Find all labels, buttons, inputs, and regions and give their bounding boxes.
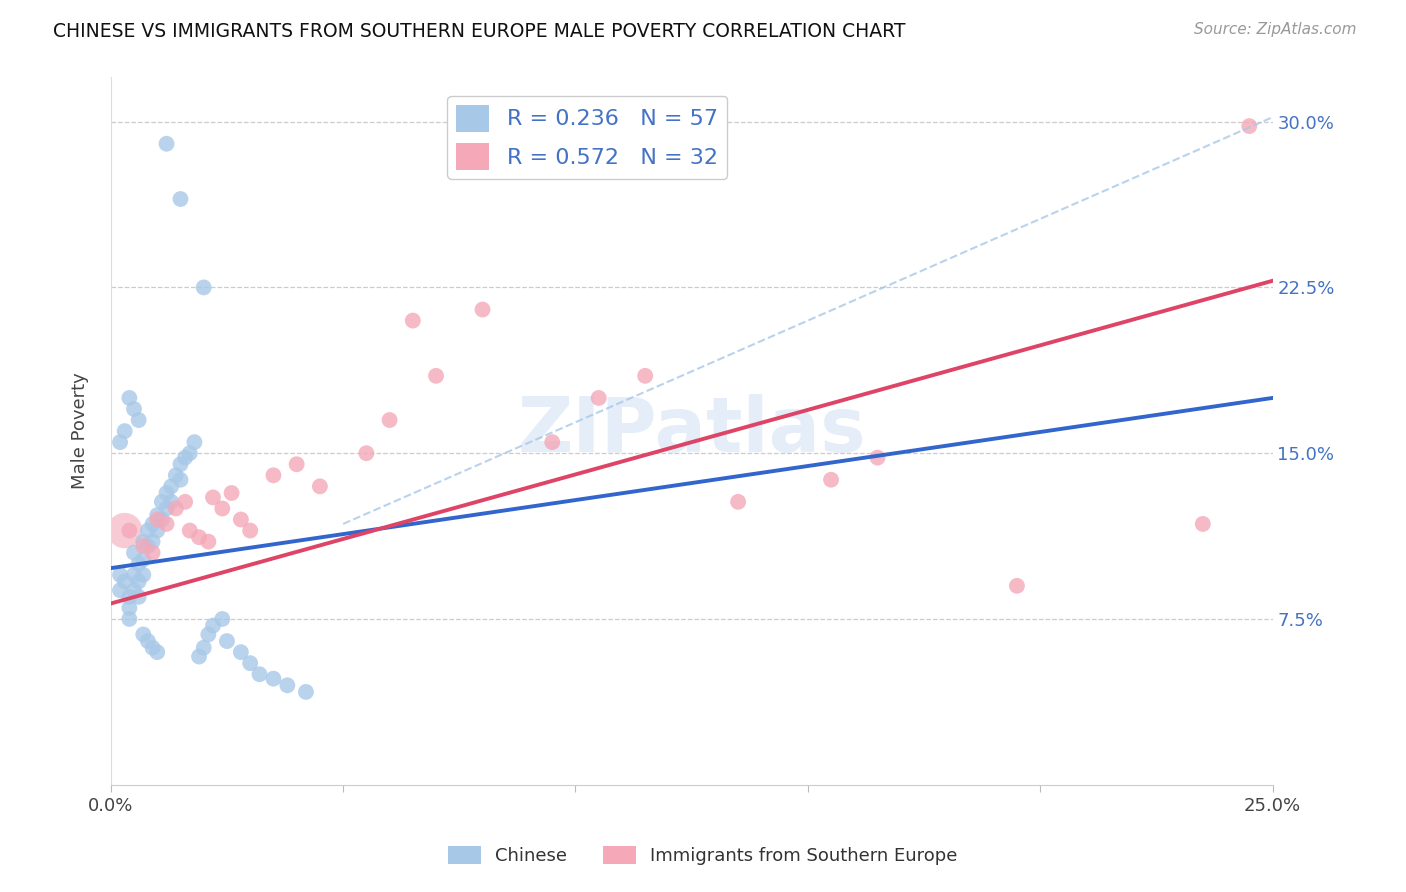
- Point: [122, 567, 145, 582]
- Point: [108, 567, 131, 582]
- Point: [188, 649, 211, 664]
- Point: [378, 413, 401, 427]
- Point: [122, 402, 145, 417]
- Legend: Chinese, Immigrants from Southern Europe: Chinese, Immigrants from Southern Europe: [441, 838, 965, 872]
- Point: [201, 618, 224, 632]
- Point: [193, 280, 215, 294]
- Point: [132, 552, 155, 566]
- Point: [201, 491, 224, 505]
- Point: [114, 524, 136, 538]
- Point: [128, 590, 150, 604]
- Point: [118, 601, 141, 615]
- Point: [142, 546, 165, 560]
- Point: [634, 368, 657, 383]
- Point: [215, 634, 238, 648]
- Point: [108, 583, 131, 598]
- Point: [588, 391, 610, 405]
- Point: [114, 574, 136, 589]
- Point: [1239, 119, 1261, 133]
- Point: [165, 501, 187, 516]
- Point: [197, 534, 219, 549]
- Point: [122, 546, 145, 560]
- Point: [114, 424, 136, 438]
- Point: [174, 450, 197, 465]
- Point: [118, 524, 141, 538]
- Text: Source: ZipAtlas.com: Source: ZipAtlas.com: [1194, 22, 1357, 37]
- Point: [179, 524, 201, 538]
- Point: [132, 534, 155, 549]
- Point: [425, 368, 447, 383]
- Point: [1191, 516, 1213, 531]
- Text: ZIPatlas: ZIPatlas: [517, 394, 866, 468]
- Point: [249, 667, 271, 681]
- Point: [727, 495, 749, 509]
- Point: [197, 627, 219, 641]
- Point: [221, 486, 243, 500]
- Point: [155, 486, 177, 500]
- Point: [309, 479, 332, 493]
- Point: [128, 557, 150, 571]
- Point: [295, 685, 318, 699]
- Point: [108, 435, 131, 450]
- Point: [118, 590, 141, 604]
- Point: [142, 534, 165, 549]
- Point: [136, 634, 159, 648]
- Text: CHINESE VS IMMIGRANTS FROM SOUTHERN EUROPE MALE POVERTY CORRELATION CHART: CHINESE VS IMMIGRANTS FROM SOUTHERN EURO…: [53, 22, 905, 41]
- Point: [471, 302, 494, 317]
- Point: [136, 539, 159, 553]
- Point: [128, 413, 150, 427]
- Point: [211, 501, 233, 516]
- Point: [188, 530, 211, 544]
- Point: [169, 192, 191, 206]
- Point: [155, 136, 177, 151]
- Point: [122, 583, 145, 598]
- Point: [136, 524, 159, 538]
- Point: [262, 672, 284, 686]
- Point: [356, 446, 378, 460]
- Point: [285, 457, 308, 471]
- Point: [118, 391, 141, 405]
- Point: [276, 678, 298, 692]
- Point: [155, 501, 177, 516]
- Point: [132, 627, 155, 641]
- Point: [229, 512, 252, 526]
- Legend: R = 0.236   N = 57, R = 0.572   N = 32: R = 0.236 N = 57, R = 0.572 N = 32: [447, 95, 727, 178]
- Point: [128, 574, 150, 589]
- Point: [142, 640, 165, 655]
- Point: [239, 524, 262, 538]
- Point: [820, 473, 842, 487]
- Point: [142, 516, 165, 531]
- Point: [169, 457, 191, 471]
- Point: [160, 495, 183, 509]
- Point: [132, 567, 155, 582]
- Point: [160, 479, 183, 493]
- Point: [183, 435, 205, 450]
- Point: [146, 524, 169, 538]
- Point: [174, 495, 197, 509]
- Point: [146, 645, 169, 659]
- Point: [132, 539, 155, 553]
- Point: [165, 468, 187, 483]
- Point: [239, 656, 262, 670]
- Point: [146, 512, 169, 526]
- Point: [155, 516, 177, 531]
- Point: [146, 508, 169, 522]
- Point: [179, 446, 201, 460]
- Point: [262, 468, 284, 483]
- Y-axis label: Male Poverty: Male Poverty: [72, 373, 89, 490]
- Point: [150, 495, 173, 509]
- Point: [118, 612, 141, 626]
- Point: [169, 473, 191, 487]
- Point: [541, 435, 564, 450]
- Point: [211, 612, 233, 626]
- Point: [866, 450, 889, 465]
- Point: [150, 512, 173, 526]
- Point: [1005, 579, 1028, 593]
- Point: [229, 645, 252, 659]
- Point: [402, 313, 425, 327]
- Point: [193, 640, 215, 655]
